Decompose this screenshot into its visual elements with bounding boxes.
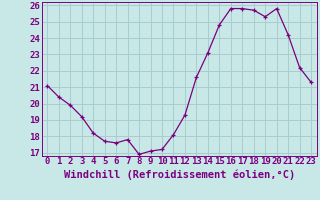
X-axis label: Windchill (Refroidissement éolien,°C): Windchill (Refroidissement éolien,°C) (64, 169, 295, 180)
